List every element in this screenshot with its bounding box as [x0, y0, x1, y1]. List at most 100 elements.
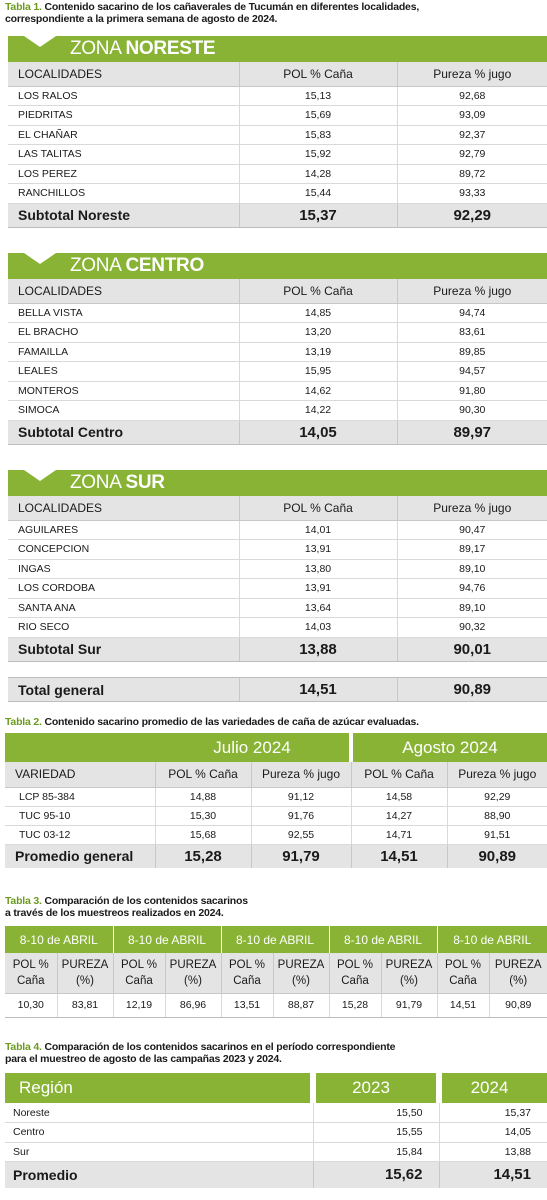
cell-pureza: 93,33 [396, 183, 547, 204]
cell-2024: 14,05 [438, 1122, 547, 1143]
table-row: PIEDRITAS 15,69 93,09 [8, 105, 547, 126]
table-row: INGAS 13,80 89,10 [8, 559, 547, 579]
subtotal-row: Subtotal Sur 13,88 90,01 [8, 636, 547, 662]
subheader-pureza: PUREZA (%) [56, 953, 113, 994]
period-header: 8-10 de ABRIL [112, 926, 221, 953]
cell-pureza: 92,37 [396, 125, 547, 145]
cell-2023: 15,84 [312, 1142, 439, 1162]
header-localidades: LOCALIDADES [8, 62, 239, 87]
total-general-table: Total general 14,51 90,89 [8, 677, 547, 702]
cell-variedad: TUC 95-10 [5, 806, 155, 826]
cell-pol: 14,22 [238, 400, 397, 421]
header-pol: POL % Caña [238, 62, 397, 87]
cell-value: 91,79 [380, 993, 437, 1018]
cell-value: 90,89 [488, 993, 547, 1018]
pol-line2: Caña [233, 974, 261, 987]
header-pureza: Pureza % jugo [446, 762, 547, 788]
table-row: CONCEPCION 13,91 89,17 [8, 539, 547, 560]
table-row: LOS RALOS 15,13 92,68 [8, 86, 547, 106]
cell-pol: 14,62 [238, 381, 397, 401]
table2-month-header: Julio 2024 Agosto 2024 [5, 733, 547, 762]
cell-pol: 15,95 [238, 361, 397, 382]
total-general-row: Total general 14,51 90,89 [8, 677, 547, 702]
table2-corner [5, 733, 155, 762]
pol-line1: POL % [120, 958, 157, 971]
table1-caption-line2: correspondiente a la primera semana de a… [5, 13, 278, 25]
cell-pureza-agosto: 91,51 [446, 825, 547, 845]
cell-pol-julio: 15,68 [154, 825, 251, 845]
pureza-line2: (%) [292, 974, 310, 987]
table-row: LOS CORDOBA 13,91 94,76 [8, 578, 547, 599]
cell-region: Noreste [5, 1103, 313, 1123]
subheader-pureza: PUREZA (%) [164, 953, 221, 994]
table-row: EL CHAÑAR 15,83 92,37 [8, 125, 547, 145]
cell-variedad: LCP 85-384 [5, 787, 155, 807]
subtotal-pol: 15,37 [238, 202, 397, 228]
cell-2024: 13,88 [438, 1142, 547, 1162]
cell-localidad: RIO SECO [8, 617, 239, 638]
subheader-pol: POL % Caña [220, 953, 273, 994]
zone-prefix: ZONA [70, 38, 126, 59]
table-row: Centro 15,55 14,05 [5, 1122, 547, 1143]
header-year-2024: 2024 [436, 1073, 547, 1103]
cell-region: Sur [5, 1142, 313, 1162]
cell-pureza-agosto: 92,29 [446, 787, 547, 807]
cell-value: 86,96 [164, 993, 221, 1018]
pureza-line2: (%) [76, 974, 94, 987]
table1-caption-line1: Contenido sacarino de los cañaverales de… [41, 1, 420, 13]
table-row: SIMOCA 14,22 90,30 [8, 400, 547, 421]
cell-pureza: 92,79 [396, 144, 547, 165]
cell-localidad: LEALES [8, 361, 239, 382]
total-label: Total general [8, 677, 239, 702]
subtotal-label: Subtotal Noreste [8, 202, 239, 228]
cell-pol-agosto: 14,58 [350, 787, 447, 807]
table-row: FAMAILLA 13,19 89,85 [8, 342, 547, 362]
cell-localidad: MONTEROS [8, 381, 239, 401]
month-julio: Julio 2024 [155, 733, 351, 762]
cell-variedad: TUC 03-12 [5, 825, 155, 845]
table3-subheader: POL % Caña PUREZA (%) POL % Caña PUREZA (%) … [5, 953, 547, 994]
table-row: TUC 03-12 15,68 92,55 14,71 91,51 [5, 825, 547, 845]
cell-2023: 15,55 [312, 1122, 439, 1143]
cell-value: 83,81 [56, 993, 113, 1018]
table-row: BELLA VISTA 14,85 94,74 [8, 303, 547, 323]
cell-pureza: 94,74 [396, 303, 547, 323]
table2-caption: Tabla 2. Contenido sacarino promedio de … [5, 716, 545, 728]
cell-localidad: LAS TALITAS [8, 144, 239, 165]
cell-pol: 13,20 [238, 322, 397, 343]
cell-value: 14,51 [436, 993, 489, 1018]
table-row: MONTEROS 14,62 91,80 [8, 381, 547, 401]
cell-value: 88,87 [272, 993, 329, 1018]
header-pureza: Pureza % jugo [396, 62, 547, 87]
cell-pol-agosto: 14,71 [350, 825, 447, 845]
table3-caption-line1: Comparación de los contenidos sacarinos [41, 895, 248, 907]
header-variedad: VARIEDAD [5, 762, 155, 788]
promedio-pureza-agosto: 90,89 [446, 843, 547, 868]
pureza-line2: (%) [400, 974, 418, 987]
subtotal-pureza: 90,01 [396, 636, 547, 662]
period-header: 8-10 de ABRIL [220, 926, 329, 953]
cell-value: 13,51 [220, 993, 273, 1018]
subheader-pureza: PUREZA (%) [488, 953, 547, 994]
cell-pureza: 94,76 [396, 578, 547, 599]
subtotal-label: Subtotal Sur [8, 636, 239, 662]
cell-pol: 15,44 [238, 183, 397, 204]
table-row: 10,30 83,81 12,19 86,96 13,51 88,87 15,2… [5, 993, 547, 1018]
subheader-pol: POL % Caña [112, 953, 165, 994]
cell-pureza: 89,10 [396, 598, 547, 618]
table-row: TUC 95-10 15,30 91,76 14,27 88,90 [5, 806, 547, 826]
cell-pureza: 89,17 [396, 539, 547, 560]
table-header-row: VARIEDAD POL % Caña Pureza % jugo POL % … [5, 762, 547, 788]
pureza-line1: PUREZA [385, 958, 433, 971]
zone-noreste-banner: ZONA NORESTE [8, 36, 547, 62]
subheader-pureza: PUREZA (%) [272, 953, 329, 994]
promedio-label: Promedio general [5, 843, 155, 868]
cell-pureza: 91,80 [396, 381, 547, 401]
cell-pureza: 83,61 [396, 322, 547, 343]
zone-sur-table: LOCALIDADES POL % Caña Pureza % jugo AGU… [8, 496, 547, 662]
header-pol: POL % Caña [238, 496, 397, 521]
pol-line2: Caña [449, 974, 477, 987]
cell-pol: 14,03 [238, 617, 397, 638]
table-row: EL BRACHO 13,20 83,61 [8, 322, 547, 343]
pureza-line1: PUREZA [61, 958, 109, 971]
